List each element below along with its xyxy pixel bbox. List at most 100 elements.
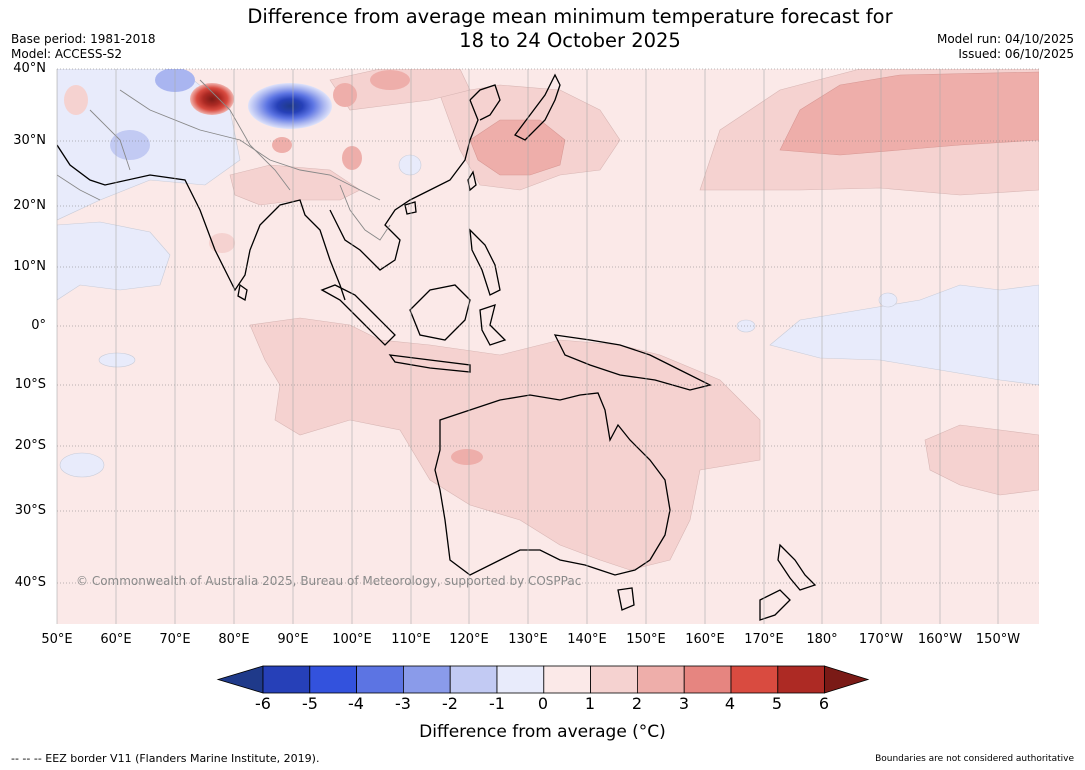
lat-label-30s: 30°S [14,503,46,518]
positive-region-east-china-strong [469,119,566,176]
positive-region-wa [451,449,483,465]
positive-region-australia [249,317,761,571]
title-line-1: Difference from average mean minimum tem… [247,5,893,28]
colorbar-segment-11 [730,665,779,694]
coastline-korea-china [469,84,501,121]
lat-label-20s: 20°S [14,438,46,453]
lat-label-20n: 20°N [13,198,46,213]
lon-label-150e: 150°E [626,632,666,647]
meta-right: Model run: 04/10/2025 Issued: 06/10/2025 [937,32,1074,62]
country-borders [57,79,391,241]
lat-label-40n: 40°N [13,61,46,76]
colorbar-tick-2: 2 [631,694,643,713]
colorbar-tick-m3: -3 [395,694,411,713]
negative-region-tibet-west [110,130,150,160]
coastline-sumatra [320,284,396,346]
colorbar-segment-1 [262,665,311,694]
coastline-new-guinea [553,334,712,391]
meta-left: Base period: 1981-2018 Model: ACCESS-S2 [11,32,156,62]
issued-date: Issued: 06/10/2025 [958,47,1074,61]
colorbar-tick-4: 4 [724,694,736,713]
coastlines [57,73,817,621]
colorbar-segment-10 [683,665,732,694]
colorbar-segment-9 [637,665,685,694]
colorbar-label: Difference from average (°C) [419,722,666,742]
negative-region-small-1 [98,352,136,368]
colorbar-segment-8 [590,665,638,694]
lon-label-160w: 160°W [917,632,963,647]
colorbar-segment-6 [496,665,545,694]
colorbar-tick-5: 5 [771,694,783,713]
colorbar-tick-6: 6 [818,694,830,713]
eez-border-note: -- -- -- EEZ border V11 (Flanders Marine… [11,752,320,765]
model-run: Model run: 04/10/2025 [936,32,1074,46]
lat-label-30n: 30°N [13,133,46,148]
colorbar-tick-m4: -4 [348,694,364,713]
colorbar-segment-3 [356,665,404,694]
colorbar-segment-7 [543,665,591,694]
positive-region-nw-pacific-strong [779,71,1039,156]
colorbar-segment-2 [309,665,357,694]
border-2 [199,79,291,191]
coastline-australia [434,392,671,576]
positive-region-north-2 [333,83,357,107]
lat-label-10s: 10°S [14,377,46,392]
coastline-tasmania [617,587,635,611]
title-line-2: 18 to 24 October 2025 [459,29,681,52]
lon-label-160e: 160°E [685,632,725,647]
lon-label-180: 180° [806,632,838,647]
colorbar-segment-12 [777,665,825,694]
colorbar-tick-0: 0 [537,694,549,713]
map-field [57,69,1039,624]
lat-label-10n: 10°N [13,259,46,274]
coastline-sri-lanka [237,283,248,302]
boundaries-disclaimer: Boundaries are not considered authoritat… [875,754,1074,764]
base-period: Base period: 1981-2018 [11,32,156,46]
lat-label-0: 0° [31,318,46,333]
lon-label-150w: 150°W [975,632,1021,647]
colorbar-tick-1: 1 [584,694,596,713]
border-1 [119,89,381,201]
coastline-hainan [404,201,417,215]
lon-label-120e: 120°E [449,632,489,647]
model-name: Model: ACCESS-S2 [11,47,123,61]
coastline-taiwan [467,170,477,192]
coastline-philippines [469,228,501,296]
border-4 [89,109,131,171]
coastline-borneo [409,284,471,341]
coastline-japan [514,73,561,141]
lon-label-80e: 80°E [218,632,250,647]
negative-region-small-4 [736,319,756,333]
colorbar-extend-low [216,665,264,694]
lon-label-50e: 50°E [41,632,73,647]
negative-region-small-5 [878,292,898,308]
coastline-new-zealand [759,543,817,621]
colorbar-extend-high [824,665,870,694]
colorbar [216,665,870,694]
positive-region-tibet-east [272,137,292,153]
positive-region-north-china [329,69,471,111]
lon-label-100e: 100°E [332,632,372,647]
lon-label-130e: 130°E [508,632,548,647]
negative-region-small-2 [398,154,422,176]
lon-label-90e: 90°E [277,632,309,647]
border-3 [339,184,391,241]
colorbar-tick-m1: -1 [489,694,505,713]
colorbar-tick-m6: -6 [255,694,271,713]
coastline-arabia-india [57,144,346,301]
lon-label-110e: 110°E [391,632,431,647]
coastline-se-asia [329,99,479,271]
positive-region-north-1 [370,70,410,90]
lat-label-40s: 40°S [14,575,46,590]
positive-region-india [209,233,235,253]
colorbar-tick-m5: -5 [302,694,318,713]
colorbar-segment-4 [402,665,451,694]
colorbar-segment-5 [449,665,498,694]
colorbar-tick-3: 3 [678,694,690,713]
graticule-lon [56,69,999,624]
positive-region-arabia-1 [64,85,88,115]
warm-anomaly-karakoram [190,83,234,115]
border-5 [57,174,101,201]
lon-label-60e: 60°E [100,632,132,647]
colorbar-tick-m2: -2 [442,694,458,713]
